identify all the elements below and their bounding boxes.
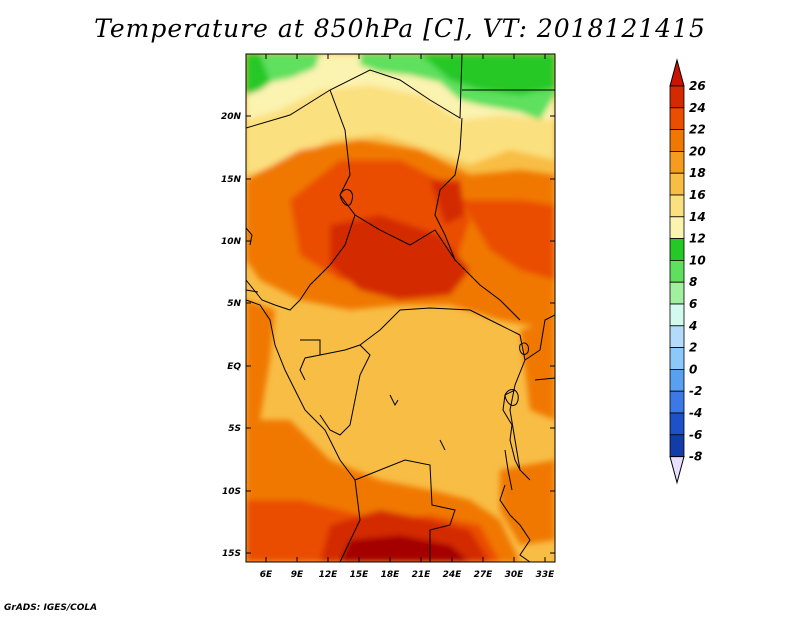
lon-label: 33E [536, 570, 556, 580]
lon-label: 30E [505, 570, 525, 580]
colorbar-label: -2 [689, 384, 702, 398]
lon-label: 9E [291, 570, 304, 580]
colorbar-label: 0 [689, 362, 697, 376]
colorbar-bin [669, 303, 685, 327]
lon-label: 18E [381, 570, 401, 580]
colorbar-bin [669, 281, 685, 305]
colorbar-bin [669, 129, 685, 152]
colorbar-bin [669, 412, 685, 436]
colorbar-label: -8 [689, 450, 702, 464]
colorbar-label: 16 [689, 188, 706, 202]
colorbar-label: -6 [689, 428, 702, 442]
colorbar-bin [669, 194, 685, 218]
colorbar-bin [669, 150, 685, 174]
lon-label: 12E [319, 570, 339, 580]
longitude-axis: 6E 9E 12E 15E 18E 21E 24E 27E 30E 33E [260, 54, 555, 580]
map-title: Temperature at 850hPa [C], VT: 201812141… [94, 14, 706, 43]
colorbar-label: 20 [689, 144, 706, 158]
colorbar-label: 8 [689, 275, 697, 289]
map-frame [245, 53, 556, 563]
colorbar-label: 10 [689, 253, 706, 267]
lat-label: 20N [221, 112, 242, 122]
colorbar-label: 2 [689, 341, 697, 355]
lat-label: 10N [221, 237, 242, 247]
lon-label: 21E [412, 570, 432, 580]
colorbar-label: 26 [689, 79, 706, 93]
colorbar-label: 18 [689, 166, 706, 180]
coastline [246, 299, 331, 441]
colorbar-label: 24 [689, 101, 706, 115]
lat-label: EQ [227, 362, 241, 372]
colorbar-label: 14 [689, 210, 706, 224]
colorbar-bin [669, 107, 685, 131]
lat-label: 5S [228, 424, 241, 434]
colorbar-label: 12 [689, 232, 706, 246]
lakes [339, 189, 529, 491]
colorbar-bin [669, 325, 685, 348]
country-borders [246, 54, 555, 562]
credit-text: GrADS: IGES/COLA [4, 603, 98, 613]
colorbar-bin [669, 238, 685, 261]
lat-label: 10S [222, 487, 241, 497]
lat-label: 15S [222, 549, 241, 559]
lon-label: 24E [443, 570, 463, 580]
lon-label: 6E [260, 570, 273, 580]
lon-label: 27E [474, 570, 494, 580]
lat-label: 15N [221, 175, 242, 185]
colorbar-bottom-arrow [669, 456, 685, 485]
colorbar-bin [669, 216, 685, 240]
colorbar-label: 6 [689, 297, 697, 311]
colorbar-bin [669, 434, 685, 457]
colorbar-bin [669, 368, 685, 392]
colorbar-bin [669, 347, 685, 370]
lon-label: 15E [350, 570, 370, 580]
lat-label: 5N [227, 299, 241, 309]
temperature-field [246, 54, 555, 562]
colorbar-label: 4 [688, 319, 697, 333]
latitude-axis: 20N 15N 10N 5N EQ 5S 10S 15S [221, 112, 555, 559]
colorbar-label: -4 [689, 406, 702, 420]
colorbar-bin [669, 390, 685, 414]
colorbar-label: 22 [689, 123, 706, 137]
colorbar-bin [669, 85, 685, 109]
colorbar-bin [669, 259, 685, 283]
colorbar-bin [669, 172, 685, 196]
colorbar-top-arrow [669, 58, 685, 87]
